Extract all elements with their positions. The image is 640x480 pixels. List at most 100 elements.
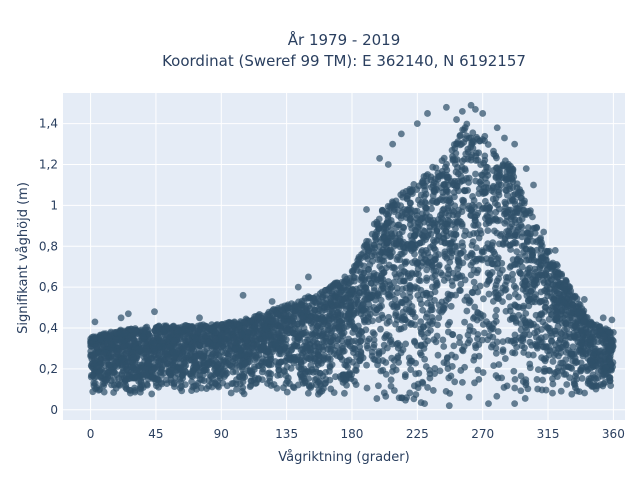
scatter-point xyxy=(270,324,278,331)
scatter-point xyxy=(125,372,133,380)
scatter-point xyxy=(422,190,430,198)
scatter-point xyxy=(429,163,437,171)
scatter-point xyxy=(445,266,453,274)
scatter-point xyxy=(444,365,452,372)
scatter-point xyxy=(549,280,557,288)
scatter-point xyxy=(119,361,127,368)
scatter-point xyxy=(298,297,306,305)
scatter-point xyxy=(472,177,479,185)
scatter-point xyxy=(318,387,326,395)
scatter-point xyxy=(426,213,434,221)
scatter-point xyxy=(406,308,413,316)
scatter-point xyxy=(571,322,579,330)
scatter-point xyxy=(198,354,205,362)
scatter-point xyxy=(283,388,291,396)
scatter-point xyxy=(533,344,541,352)
scatter-point xyxy=(469,201,476,209)
scatter-point xyxy=(533,246,541,254)
scatter-point xyxy=(318,343,326,351)
scatter-point xyxy=(522,381,530,389)
scatter-point xyxy=(199,371,207,379)
scatter-point xyxy=(465,393,473,401)
scatter-point xyxy=(224,355,232,363)
scatter-point xyxy=(192,358,199,366)
scatter-point xyxy=(534,366,542,373)
scatter-point xyxy=(188,378,195,386)
scatter-point xyxy=(397,263,405,271)
scatter-point xyxy=(170,336,178,344)
scatter-point xyxy=(549,375,556,383)
scatter-point xyxy=(261,332,269,340)
scatter-point xyxy=(443,166,451,174)
scatter-point xyxy=(599,314,607,322)
scatter-point xyxy=(331,346,338,354)
scatter-point xyxy=(105,361,113,369)
scatter-point xyxy=(174,326,182,334)
scatter-point xyxy=(467,156,475,164)
scatter-point xyxy=(131,388,139,396)
scatter-point xyxy=(387,376,395,384)
scatter-point xyxy=(408,210,416,218)
scatter-point xyxy=(475,375,483,383)
scatter-point xyxy=(506,242,513,249)
scatter-point xyxy=(552,315,560,323)
scatter-point xyxy=(463,293,471,301)
scatter-point xyxy=(298,352,305,359)
scatter-point xyxy=(461,318,468,326)
scatter-point xyxy=(586,381,594,388)
scatter-point xyxy=(428,263,436,271)
scatter-point xyxy=(443,254,451,262)
scatter-point xyxy=(384,344,391,352)
scatter-point xyxy=(194,379,202,387)
scatter-point xyxy=(600,371,608,379)
scatter-point xyxy=(353,294,361,302)
scatter-point xyxy=(486,209,494,217)
scatter-point xyxy=(419,227,427,234)
scatter-point xyxy=(344,311,352,319)
scatter-point xyxy=(99,350,107,358)
scatter-point xyxy=(407,321,415,328)
scatter-point xyxy=(431,288,439,296)
scatter-point xyxy=(363,361,370,369)
scatter-point xyxy=(492,349,500,357)
scatter-point xyxy=(540,228,548,236)
scatter-point xyxy=(601,378,609,386)
scatter-point xyxy=(501,134,508,142)
scatter-point xyxy=(522,310,530,317)
scatter-point xyxy=(337,288,345,296)
scatter-point xyxy=(555,352,562,360)
scatter-point xyxy=(406,274,414,282)
scatter-point xyxy=(268,298,276,305)
scatter-point xyxy=(489,215,497,223)
scatter-point xyxy=(148,373,156,381)
scatter-point xyxy=(240,390,248,398)
scatter-point xyxy=(556,328,564,336)
scatter-point xyxy=(369,317,376,325)
scatter-point xyxy=(493,277,501,285)
scatter-point xyxy=(504,274,512,281)
scatter-point xyxy=(180,360,188,368)
scatter-point xyxy=(561,281,569,289)
scatter-point xyxy=(257,314,265,322)
scatter-point xyxy=(262,325,270,333)
scatter-point xyxy=(516,257,524,265)
scatter-point xyxy=(164,324,172,331)
scatter-point xyxy=(390,206,398,214)
y-tick-label: 0,2 xyxy=(39,362,58,376)
scatter-point xyxy=(578,329,586,336)
scatter-point xyxy=(311,306,318,314)
scatter-point xyxy=(111,376,118,383)
scatter-point xyxy=(410,395,418,403)
scatter-point xyxy=(383,219,391,227)
scatter-point xyxy=(458,208,466,215)
scatter-point xyxy=(415,271,423,278)
scatter-point xyxy=(288,345,296,353)
scatter-point xyxy=(478,205,486,213)
scatter-point xyxy=(428,313,436,321)
scatter-point xyxy=(324,326,332,334)
scatter-point xyxy=(358,274,365,281)
scatter-point xyxy=(442,387,450,395)
scatter-point xyxy=(421,198,429,206)
scatter-point xyxy=(493,229,501,237)
scatter-point xyxy=(471,222,479,229)
